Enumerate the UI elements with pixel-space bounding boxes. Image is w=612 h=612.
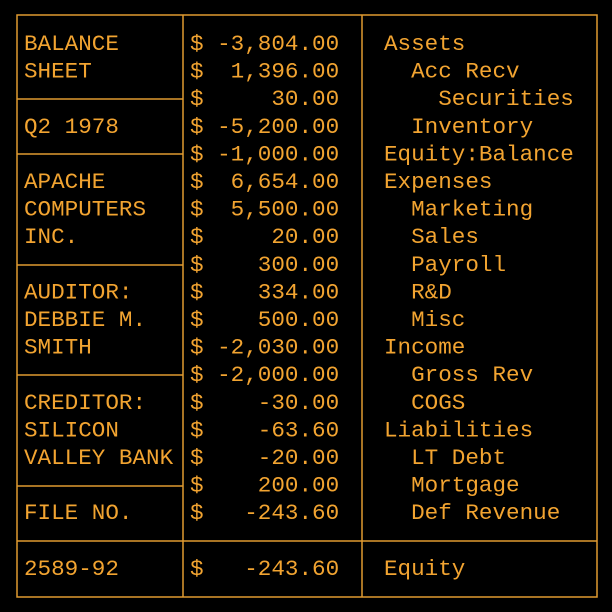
amount: $ -1,000.00: [190, 141, 339, 167]
amount: $ 30.00: [190, 86, 339, 112]
left-label: APACHE: [24, 169, 105, 195]
left-label: FILE NO.: [24, 500, 132, 526]
left-label: COMPUTERS: [24, 197, 146, 223]
account: Inventory: [384, 114, 533, 140]
amount: $ 6,654.00: [190, 169, 339, 195]
amount: $ 20.00: [190, 224, 339, 250]
account: Payroll: [384, 252, 506, 278]
amount: $ -30.00: [190, 390, 339, 416]
frame: [16, 14, 598, 598]
file-number: 2589-92: [24, 556, 119, 582]
account: Misc: [384, 307, 465, 333]
amount: $ -20.00: [190, 445, 339, 471]
left-label: SILICON: [24, 417, 119, 443]
left-label: AUDITOR:: [24, 279, 132, 305]
account: COGS: [384, 390, 465, 416]
left-label: Q2 1978: [24, 114, 119, 140]
left-label: SHEET: [24, 59, 92, 85]
account: Income: [384, 335, 465, 361]
amount: $ -3,804.00: [190, 31, 339, 57]
amount: $ 5,500.00: [190, 197, 339, 223]
left-label: DEBBIE M.: [24, 307, 146, 333]
left-label: SMITH: [24, 335, 92, 361]
account: Sales: [384, 224, 479, 250]
left-label: VALLEY BANK: [24, 445, 174, 471]
amount: $ -2,000.00: [190, 362, 339, 388]
left-label: INC.: [24, 224, 78, 250]
account: Acc Recv: [384, 59, 520, 85]
account: Assets: [384, 31, 465, 57]
account: Securities: [384, 86, 574, 112]
account: R&D: [384, 279, 452, 305]
amount: $ 200.00: [190, 473, 339, 499]
amount: $ 334.00: [190, 279, 339, 305]
account: Gross Rev: [384, 362, 533, 388]
account: Liabilities: [384, 417, 533, 443]
total-account: Equity: [384, 556, 465, 582]
amount: $ -5,200.00: [190, 114, 339, 140]
account: Def Revenue: [384, 500, 560, 526]
amount: $ 300.00: [190, 252, 339, 278]
amount: $ 1,396.00: [190, 59, 339, 85]
amount: $ 500.00: [190, 307, 339, 333]
account: Mortgage: [384, 473, 520, 499]
amount: $ -63.60: [190, 417, 339, 443]
account: Expenses: [384, 169, 492, 195]
amount: $ -243.60: [190, 500, 339, 526]
left-label: BALANCE: [24, 31, 119, 57]
amount: $ -2,030.00: [190, 335, 339, 361]
total-amount: $ -243.60: [190, 556, 339, 582]
account: LT Debt: [384, 445, 506, 471]
account: Marketing: [384, 197, 533, 223]
account: Equity:Balance: [384, 141, 574, 167]
left-label: CREDITOR:: [24, 390, 146, 416]
